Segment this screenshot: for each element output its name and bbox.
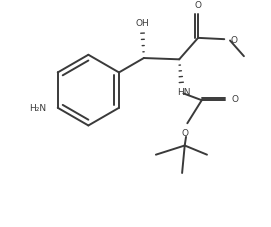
Text: O: O: [232, 95, 239, 104]
Text: H₂N: H₂N: [29, 104, 46, 113]
Text: HN: HN: [177, 88, 191, 97]
Text: O: O: [182, 128, 189, 137]
Text: O: O: [195, 1, 202, 10]
Text: OH: OH: [136, 19, 149, 27]
Text: O: O: [231, 35, 238, 44]
